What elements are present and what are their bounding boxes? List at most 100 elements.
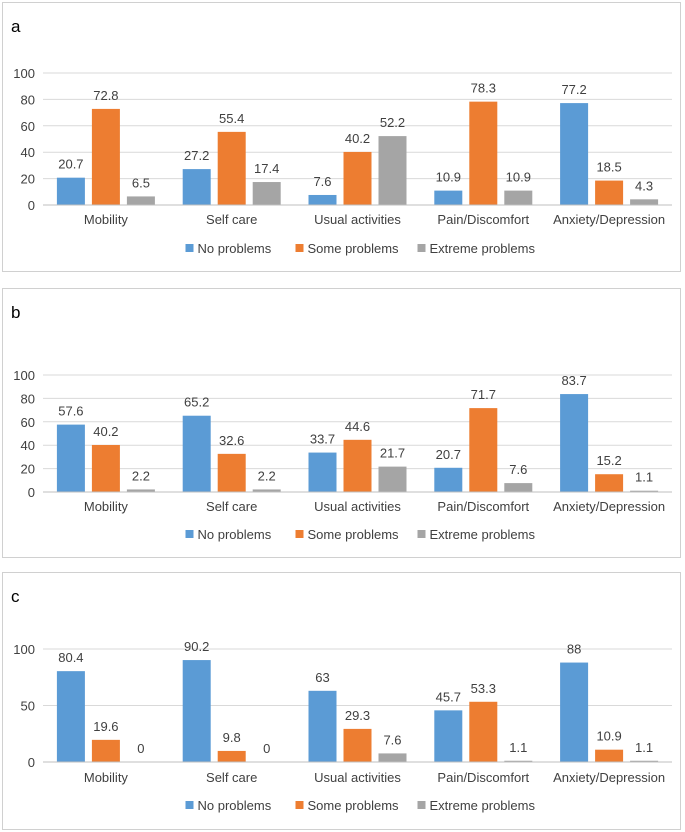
data-label: 2.2 bbox=[258, 468, 276, 483]
data-label: 27.2 bbox=[184, 148, 209, 163]
y-tick-label: 0 bbox=[28, 755, 35, 770]
legend-swatch bbox=[417, 244, 426, 252]
bar-some-problems-usual-activities bbox=[343, 439, 372, 492]
legend-label: Extreme problems bbox=[430, 241, 536, 256]
bar-extreme-problems-usual-activities bbox=[378, 136, 407, 205]
category-label: Pain/Discomfort bbox=[437, 770, 529, 785]
data-label: 4.3 bbox=[635, 178, 653, 193]
bar-some-problems-usual-activities bbox=[343, 151, 372, 205]
category-label: Usual activities bbox=[314, 212, 401, 227]
data-label: 40.2 bbox=[345, 131, 370, 146]
bar-some-problems-mobility bbox=[91, 444, 120, 492]
y-tick-label: 60 bbox=[21, 119, 35, 134]
y-tick-label: 40 bbox=[21, 438, 35, 453]
data-label: 15.2 bbox=[596, 453, 621, 468]
legend-swatch bbox=[417, 530, 426, 538]
data-label: 88 bbox=[567, 642, 581, 657]
y-tick-label: 0 bbox=[28, 198, 35, 213]
chart-panel-a: a 0 20 40 60 80 100 20.7 72.8 6.5 Mobility 27.2 55.… bbox=[2, 2, 681, 272]
data-label: 1.1 bbox=[635, 470, 653, 485]
bar-no-problems-anxiety-depression bbox=[560, 394, 589, 492]
y-tick-label: 100 bbox=[13, 368, 35, 383]
panel-label: a bbox=[11, 17, 21, 36]
data-label: 45.7 bbox=[436, 689, 461, 704]
bar-some-problems-pain-discomfort bbox=[469, 408, 498, 492]
category-label: Pain/Discomfort bbox=[437, 499, 529, 514]
data-label: 44.6 bbox=[345, 419, 370, 434]
data-label: 6.5 bbox=[132, 175, 150, 190]
legend-swatch bbox=[295, 244, 304, 252]
data-label: 9.8 bbox=[223, 730, 241, 745]
legend-item-extreme-problems: Extreme problems bbox=[417, 241, 536, 256]
y-tick-label: 80 bbox=[21, 92, 35, 107]
data-label: 53.3 bbox=[471, 681, 496, 696]
data-label: 10.9 bbox=[436, 170, 461, 185]
panel-label: c bbox=[11, 587, 20, 606]
legend-item-some-problems: Some problems bbox=[295, 527, 399, 542]
category-label: Pain/Discomfort bbox=[437, 212, 529, 227]
legend-swatch bbox=[185, 801, 194, 809]
category-label: Anxiety/Depression bbox=[553, 770, 665, 785]
bar-no-problems-mobility bbox=[56, 424, 85, 492]
bar-some-problems-anxiety-depression bbox=[595, 474, 624, 492]
legend-item-no-problems: No problems bbox=[185, 527, 272, 542]
bar-chart-c: 0 50 100 80.4 19.6 0 Mobility 90.2 9.8 0 Self care… bbox=[13, 639, 672, 813]
bar-no-problems-mobility bbox=[56, 671, 85, 762]
category-label: Self care bbox=[206, 770, 257, 785]
data-label: 7.6 bbox=[383, 732, 401, 747]
panel-label: b bbox=[11, 303, 21, 322]
legend-label: No problems bbox=[198, 241, 272, 256]
bar-extreme-problems-mobility bbox=[126, 196, 155, 205]
category-label: Mobility bbox=[84, 770, 129, 785]
y-tick-label: 20 bbox=[21, 462, 35, 477]
bar-extreme-problems-usual-activities bbox=[378, 753, 407, 762]
legend-item-some-problems: Some problems bbox=[295, 241, 399, 256]
category-label: Anxiety/Depression bbox=[553, 212, 665, 227]
legend-label: Some problems bbox=[308, 798, 400, 813]
legend-label: Extreme problems bbox=[430, 527, 536, 542]
bar-chart-a: 0 20 40 60 80 100 20.7 72.8 6.5 Mobility 27.2 55.4 1… bbox=[13, 66, 672, 256]
bar-some-problems-usual-activities bbox=[343, 728, 372, 762]
y-tick-label: 0 bbox=[28, 485, 35, 500]
bar-chart-b: 0 20 40 60 80 100 57.6 40.2 2.2 Mobility 65.2 32.6 2… bbox=[13, 368, 672, 542]
legend-swatch bbox=[295, 530, 304, 538]
bar-extreme-problems-anxiety-depression bbox=[630, 199, 659, 205]
bar-no-problems-self-care bbox=[182, 660, 211, 762]
data-label: 83.7 bbox=[561, 373, 586, 388]
bar-no-problems-anxiety-depression bbox=[560, 103, 589, 205]
data-label: 90.2 bbox=[184, 639, 209, 654]
category-label: Usual activities bbox=[314, 770, 401, 785]
legend-swatch bbox=[185, 244, 194, 252]
bar-some-problems-anxiety-depression bbox=[595, 749, 624, 762]
bar-some-problems-pain-discomfort bbox=[469, 101, 498, 205]
data-label: 78.3 bbox=[471, 81, 496, 96]
data-label: 40.2 bbox=[93, 424, 118, 439]
data-label: 57.6 bbox=[58, 404, 83, 419]
data-label: 72.8 bbox=[93, 88, 118, 103]
data-label: 7.6 bbox=[509, 462, 527, 477]
bar-no-problems-usual-activities bbox=[308, 452, 337, 492]
category-label: Mobility bbox=[84, 212, 129, 227]
data-label: 10.9 bbox=[506, 170, 531, 185]
y-tick-label: 100 bbox=[13, 642, 35, 657]
data-label: 80.4 bbox=[58, 650, 83, 665]
legend-item-no-problems: No problems bbox=[185, 241, 272, 256]
data-label: 1.1 bbox=[635, 740, 653, 755]
data-label: 19.6 bbox=[93, 719, 118, 734]
bar-some-problems-self-care bbox=[217, 131, 246, 205]
data-label: 10.9 bbox=[596, 729, 621, 744]
bar-extreme-problems-pain-discomfort bbox=[504, 760, 533, 762]
data-label: 63 bbox=[315, 670, 329, 685]
y-tick-label: 40 bbox=[21, 145, 35, 160]
bar-extreme-problems-pain-discomfort bbox=[504, 190, 533, 205]
category-label: Mobility bbox=[84, 499, 129, 514]
chart-panel-b: b 0 20 40 60 80 100 57.6 40.2 2.2 Mobility 65.2 32.… bbox=[2, 288, 681, 558]
bar-no-problems-pain-discomfort bbox=[434, 467, 463, 492]
data-label: 7.6 bbox=[313, 174, 331, 189]
bar-extreme-problems-self-care bbox=[252, 182, 281, 205]
legend-item-some-problems: Some problems bbox=[295, 798, 400, 813]
y-tick-label: 50 bbox=[21, 699, 35, 714]
y-tick-label: 20 bbox=[21, 172, 35, 187]
y-tick-label: 100 bbox=[13, 66, 35, 81]
data-label: 32.6 bbox=[219, 433, 244, 448]
